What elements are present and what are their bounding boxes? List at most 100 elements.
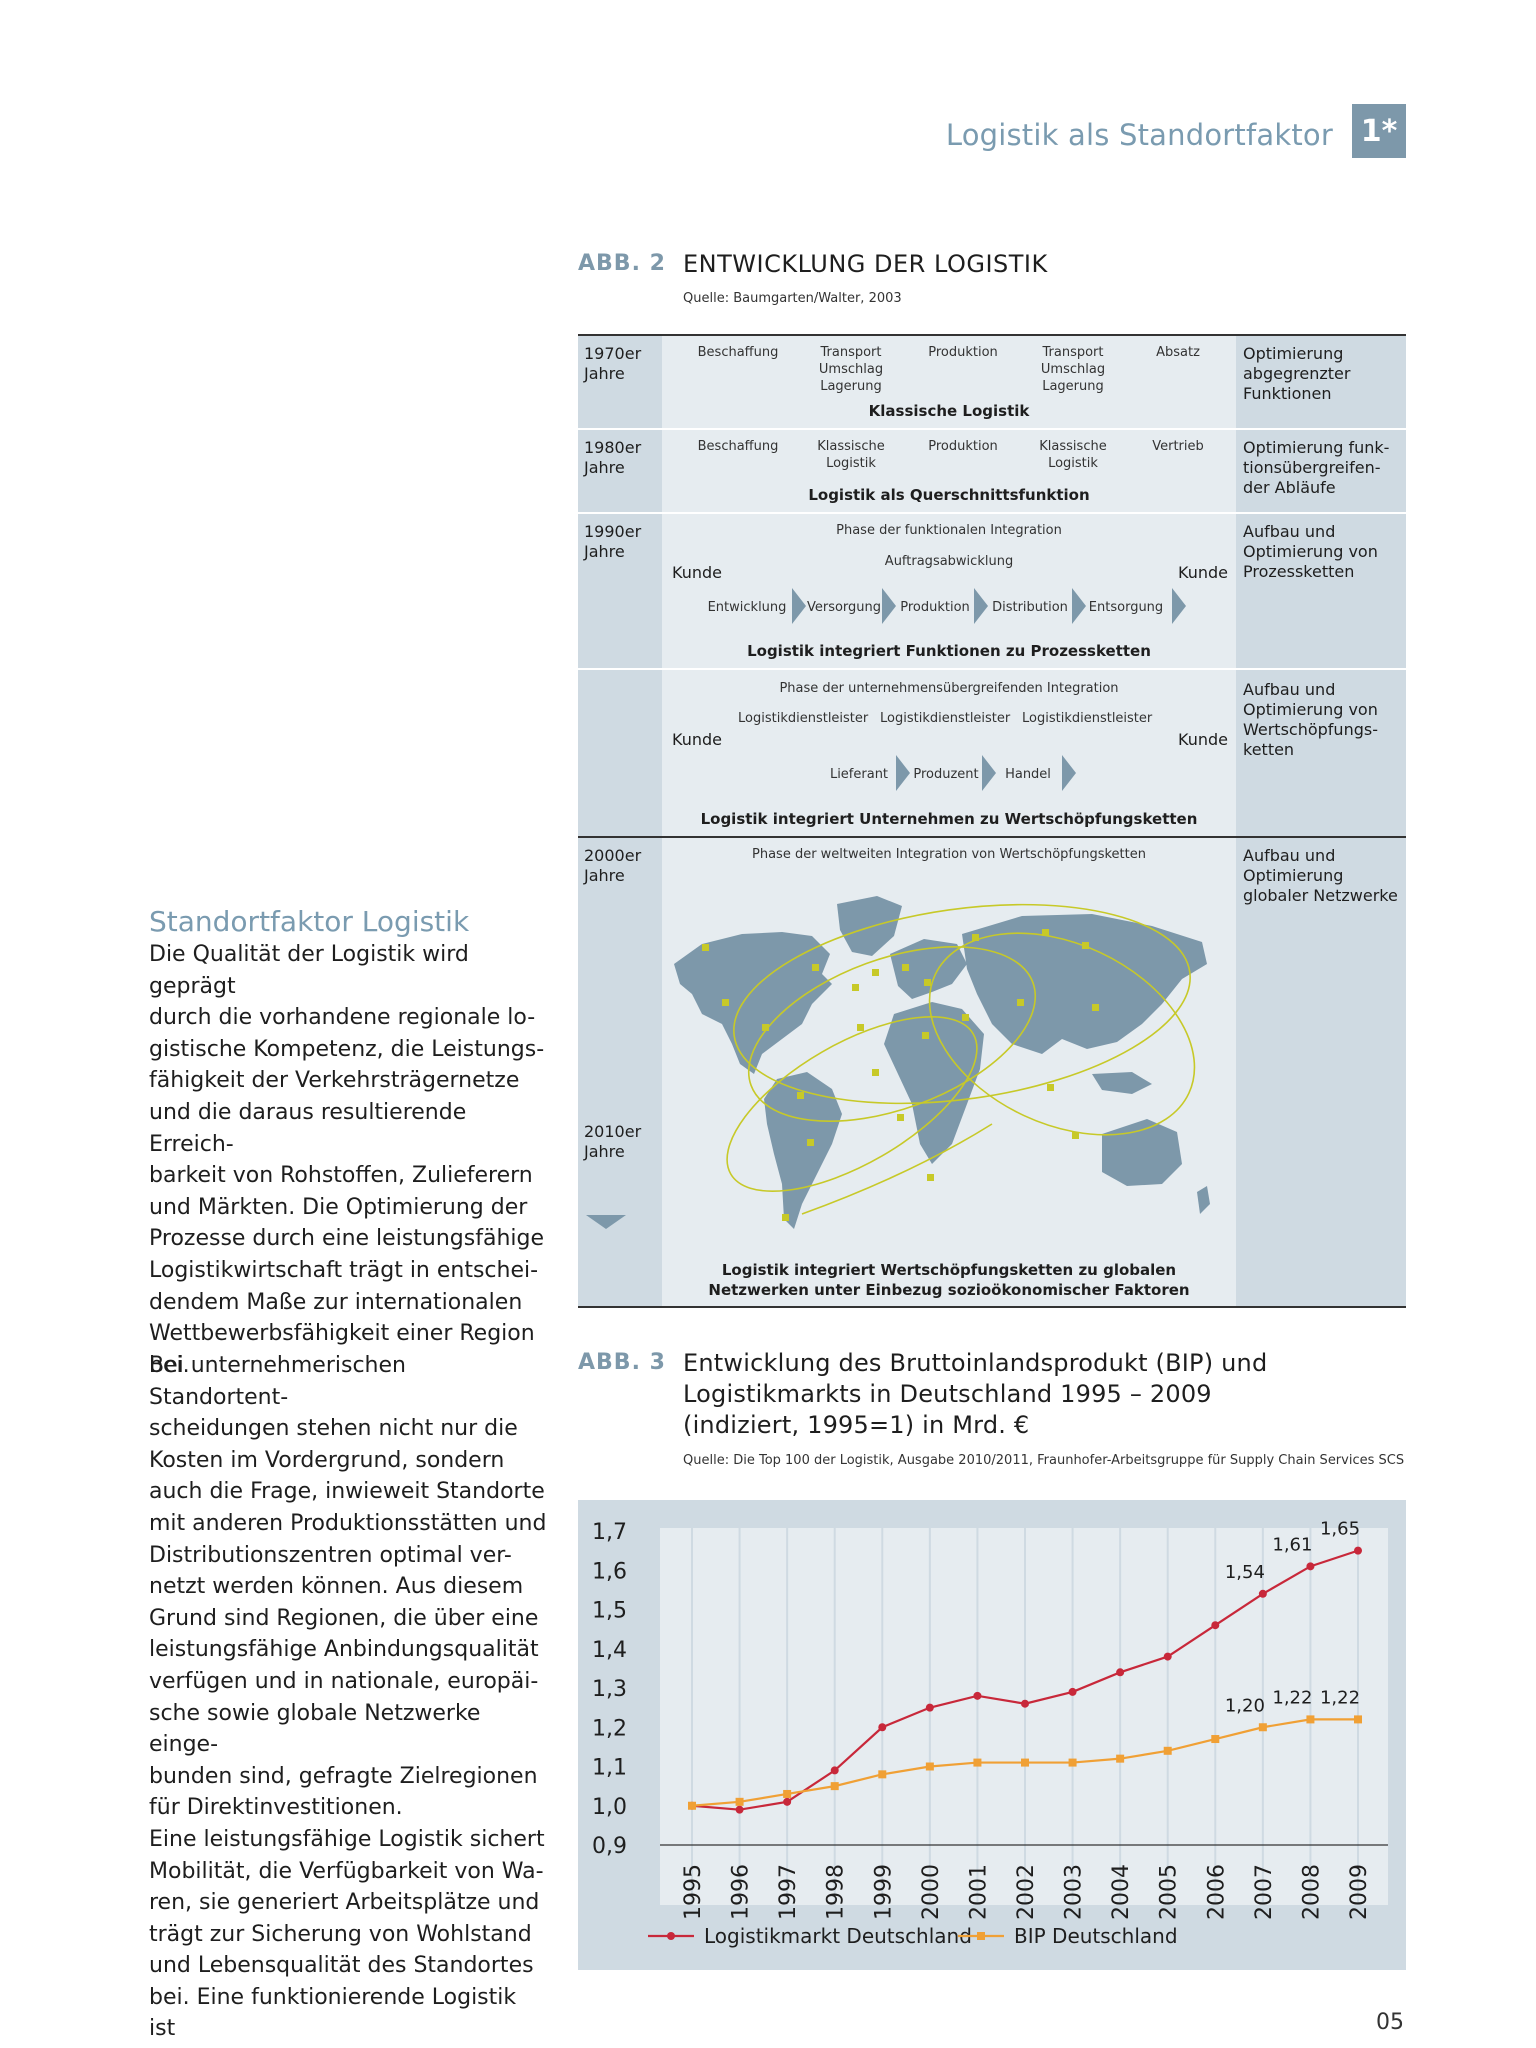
australia-shape — [1102, 1119, 1182, 1186]
row-goal: Optimierung abgegrenzter Funktionen — [1243, 344, 1351, 403]
islands-shape — [1092, 1072, 1152, 1094]
customer-right: Kunde — [1178, 730, 1228, 749]
chart-canvas: 1,7 1,6 1,5 1,4 1,3 1,2 1,1 1,0 0,9 1995 1996 1997 1… — [592, 1519, 1388, 1948]
customer-left: Kunde — [672, 563, 722, 582]
north-america-shape — [674, 932, 832, 1074]
figure-3-title: Entwicklung des Bruttoinlandsprodukt (BI… — [683, 1349, 1268, 1439]
chevron-right-icon — [1062, 755, 1076, 791]
process-step: Entwicklung — [707, 600, 787, 615]
year-1980: 1980er Jahre — [584, 438, 642, 477]
sidebar-paragraph-2: Bei unternehmerischen Standortent- schei… — [149, 1353, 547, 2042]
data-point — [1306, 1715, 1315, 1724]
chevron-right-icon — [1172, 588, 1186, 624]
y-tick-label: 1,6 — [592, 1559, 627, 1584]
africa-shape — [884, 1002, 984, 1164]
data-point — [1354, 1546, 1362, 1555]
year-2000: 2000er Jahre — [584, 846, 642, 885]
x-tick-label: 1999 — [871, 1864, 896, 1920]
x-tick-label: 2001 — [966, 1864, 991, 1920]
y-tick-label: 0,9 — [592, 1834, 627, 1859]
process-step: Distribution — [992, 600, 1068, 615]
data-point — [973, 1758, 982, 1767]
data-point — [925, 1762, 934, 1771]
stage-item: Beschaffung — [697, 345, 779, 360]
y-tick-label: 1,5 — [592, 1599, 627, 1624]
stage-item: Transport Umschlag Lagerung — [818, 345, 884, 394]
provider-label: Logistikdienstleister — [738, 711, 869, 726]
x-tick-label: 1998 — [824, 1864, 849, 1920]
running-header-title: Logistik als Standortfaktor — [945, 118, 1333, 152]
row-divider — [578, 668, 1406, 670]
chevron-right-icon — [882, 588, 896, 624]
figure-2-label: ABB. 2 — [578, 251, 666, 276]
y-tick-label: 1,2 — [592, 1716, 627, 1741]
data-point — [1306, 1562, 1315, 1571]
y-tick-label: 1,7 — [592, 1520, 627, 1545]
data-point — [1354, 1715, 1362, 1724]
data-point — [973, 1691, 982, 1700]
data-point — [1068, 1687, 1077, 1696]
data-point — [878, 1770, 887, 1779]
data-point — [783, 1789, 792, 1798]
provider-label: Logistikdienstleister — [1022, 711, 1153, 726]
chain-step: Handel — [1005, 767, 1051, 782]
row-caption: Logistik integriert Wertschöpfungsketten… — [708, 1261, 1190, 1299]
chevron-right-icon — [896, 755, 910, 791]
customer-right: Kunde — [1178, 563, 1228, 582]
stage-item: Klassische Logistik — [817, 439, 885, 471]
stage-item: Beschaffung — [697, 439, 779, 454]
process-step: Entsorgung — [1088, 600, 1164, 615]
data-point — [1258, 1589, 1267, 1598]
x-tick-label: 1995 — [681, 1864, 706, 1920]
south-america-shape — [764, 1072, 842, 1229]
stage-item: Produktion — [928, 345, 998, 360]
legend-label: BIP Deutschland — [1014, 1924, 1178, 1948]
figure-3-label: ABB. 3 — [578, 1350, 666, 1375]
chain-step: Lieferant — [829, 767, 889, 782]
phase-label: Phase der weltweiten Integration von Wer… — [752, 847, 1146, 862]
timeline-arrow-icon — [586, 1215, 626, 1229]
chapter-badge: 1* — [1352, 104, 1406, 158]
page-number: 05 — [1376, 2010, 1404, 2035]
logistics-evolution-diagram: 1970er Jahre Beschaffung Transport Umsch… — [578, 334, 1406, 1308]
goal-column — [1236, 336, 1406, 1306]
data-label: 1,65 — [1320, 1519, 1360, 1540]
year-2010: 2010er Jahre — [584, 1122, 642, 1161]
asia-shape — [962, 914, 1207, 1054]
data-point — [878, 1723, 887, 1732]
data-point — [783, 1797, 792, 1806]
row-caption: Logistik integriert Unternehmen zu Werts… — [700, 810, 1198, 828]
data-point — [735, 1797, 744, 1806]
data-label: 1,61 — [1272, 1534, 1312, 1555]
x-tick-label: 2005 — [1157, 1864, 1182, 1920]
data-point — [1068, 1758, 1077, 1767]
chain-step: Produzent — [913, 767, 979, 782]
chevron-right-icon — [792, 588, 806, 624]
data-label: 1,54 — [1225, 1562, 1265, 1583]
stage-item: Absatz — [1156, 345, 1200, 360]
greenland-shape — [837, 896, 902, 956]
sidebar-paragraph-1: Die Qualität der Logistik wird geprägt d… — [149, 942, 545, 1378]
y-tick-label: 1,3 — [592, 1677, 627, 1702]
x-tick-label: 2004 — [1109, 1864, 1134, 1920]
data-point — [925, 1703, 934, 1712]
y-tick-label: 1,1 — [592, 1756, 627, 1781]
data-point — [1211, 1735, 1220, 1744]
data-point — [1021, 1758, 1029, 1767]
x-tick-label: 2003 — [1062, 1864, 1087, 1920]
x-tick-label: 2000 — [919, 1864, 944, 1920]
sidebar-heading: Standortfaktor Logistik — [149, 905, 470, 938]
x-tick-label: 2006 — [1204, 1864, 1229, 1920]
year-1970: 1970er Jahre — [584, 344, 642, 383]
chevron-right-icon — [974, 588, 988, 624]
phase-label: Phase der funktionalen Integration — [836, 523, 1062, 538]
row-goal: Aufbau und Optimierung von Prozessketten — [1243, 522, 1378, 581]
x-tick-label: 2008 — [1299, 1864, 1324, 1920]
data-point — [1211, 1621, 1220, 1630]
chevron-right-icon — [982, 755, 996, 791]
data-point — [1163, 1746, 1172, 1755]
stage-item: Klassische Logistik — [1039, 439, 1107, 471]
legend-swatch-marker — [667, 1932, 675, 1940]
row-goal: Aufbau und Optimierung globaler Netzwerk… — [1243, 846, 1398, 905]
stage-item: Vertrieb — [1152, 439, 1204, 454]
